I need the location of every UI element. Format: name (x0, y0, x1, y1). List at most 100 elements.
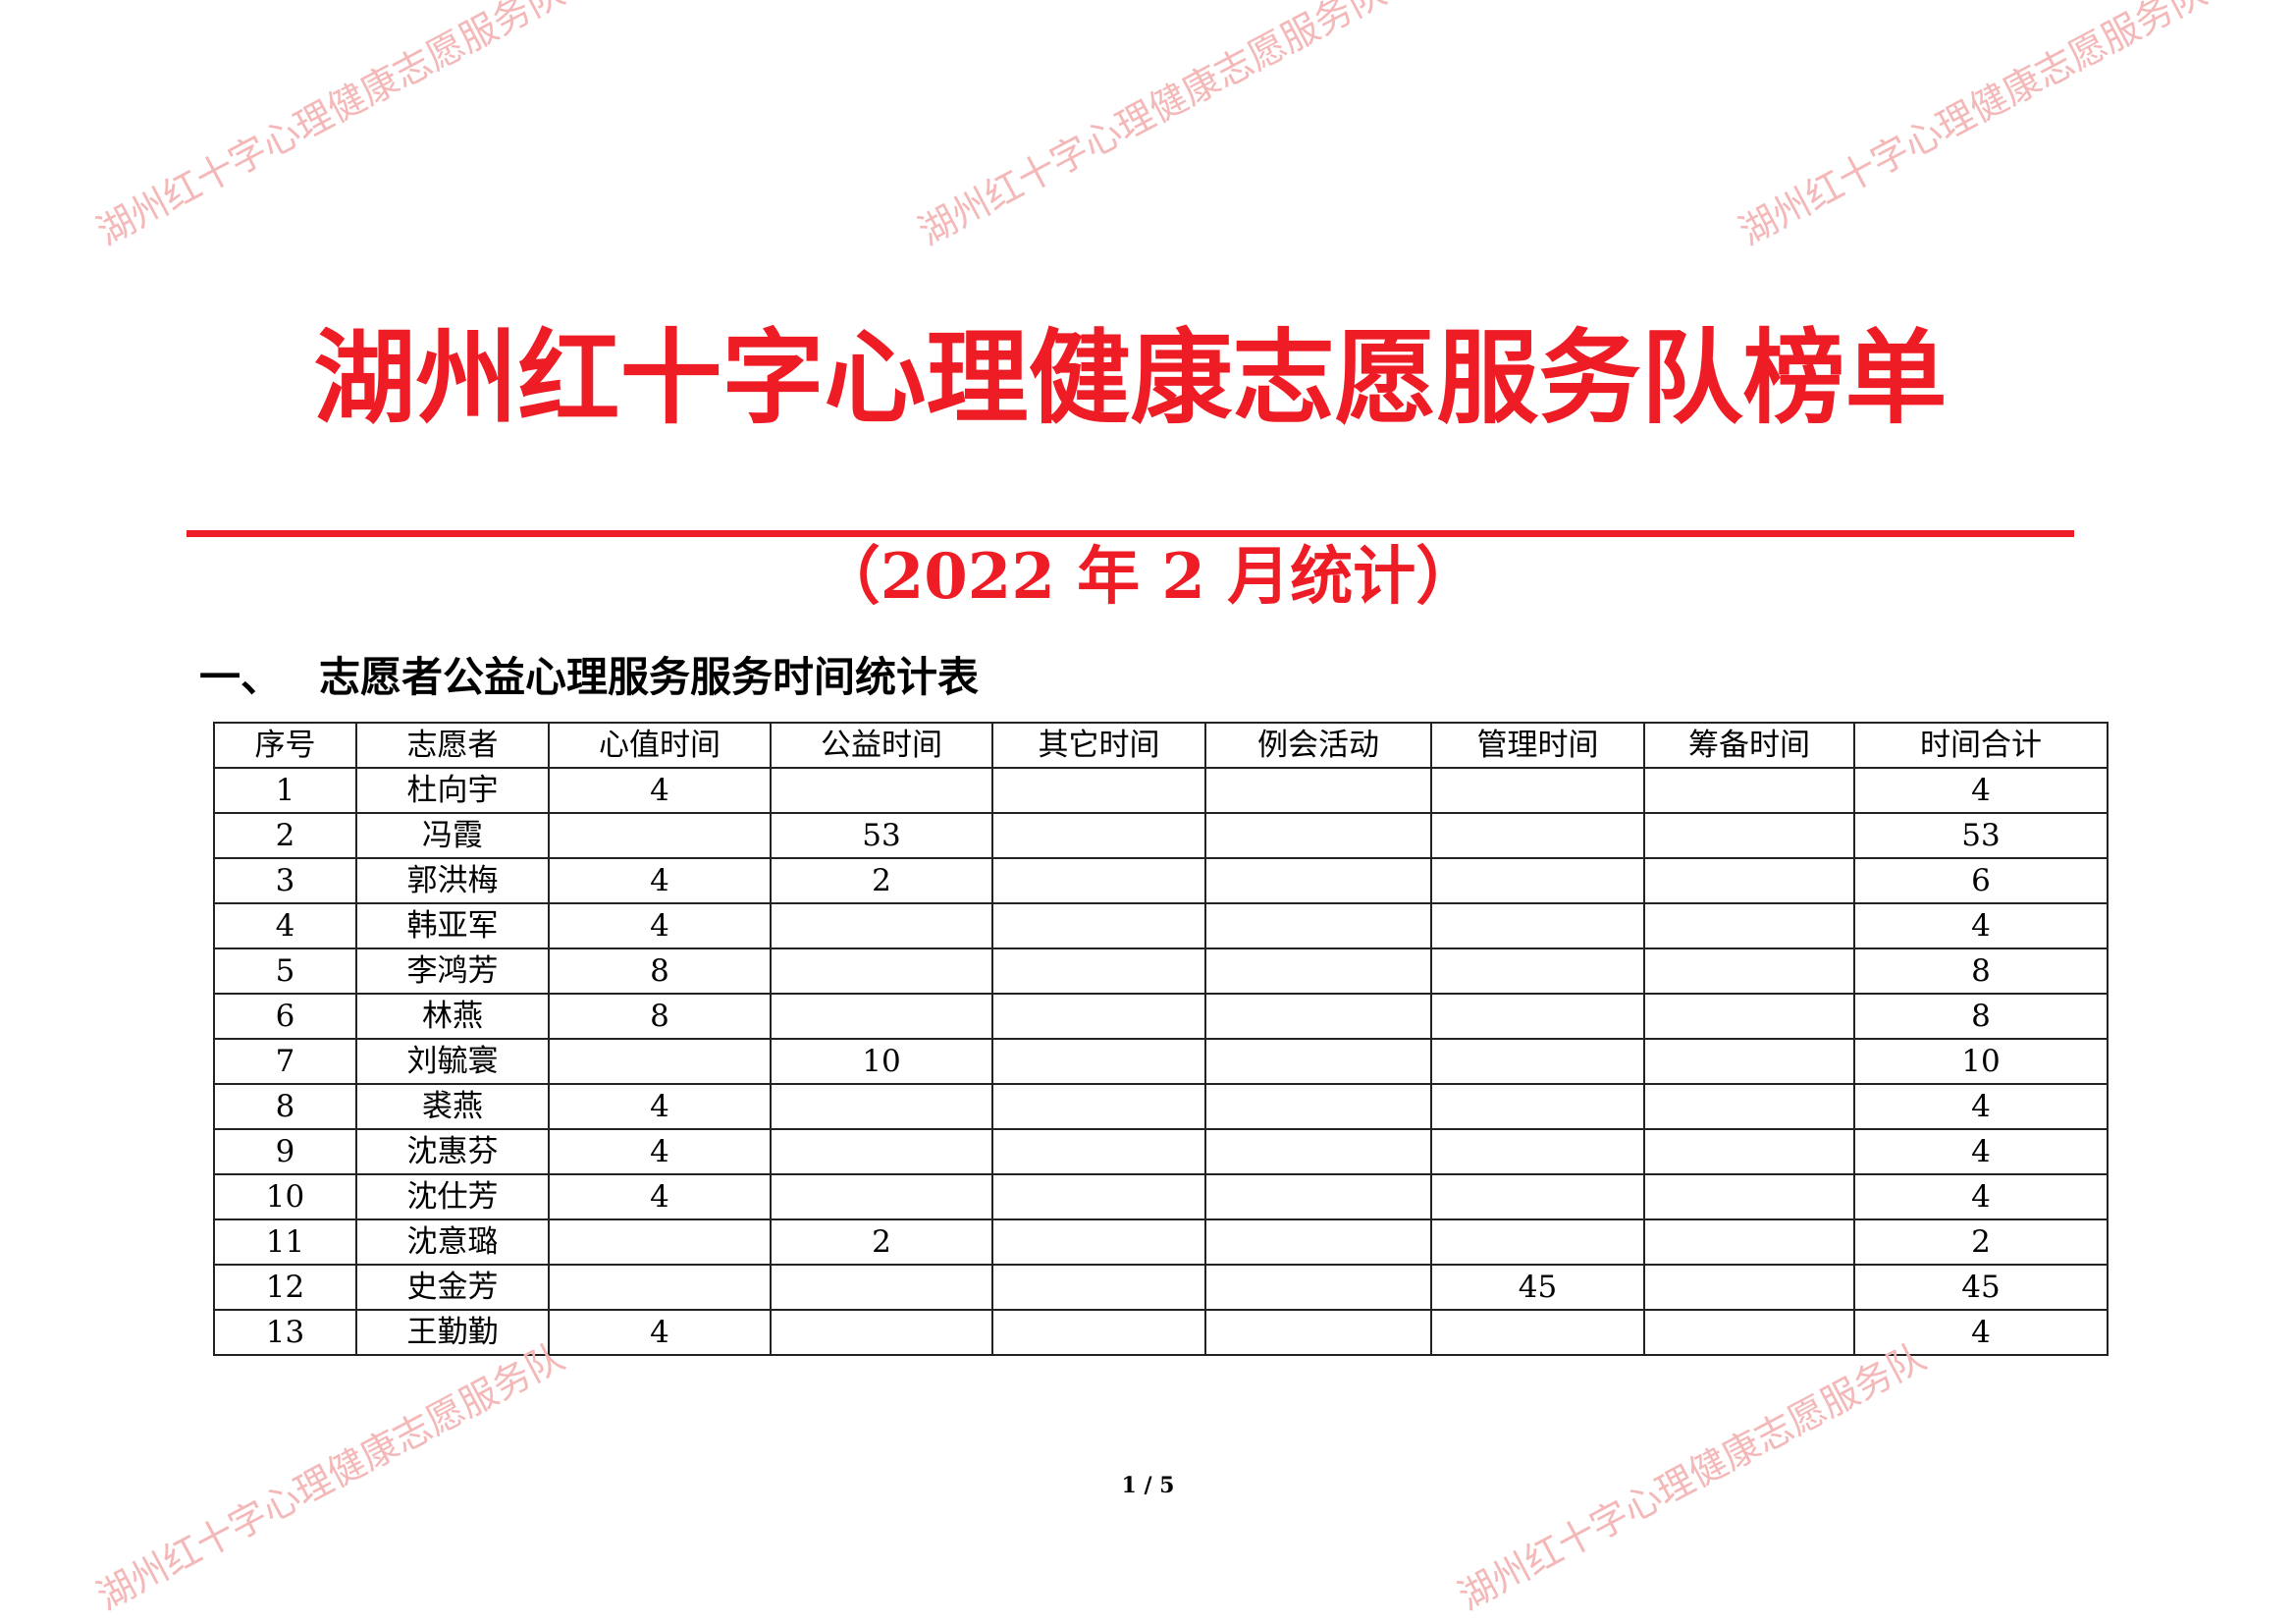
table-cell: 4 (1853, 1128, 2109, 1175)
table-cell (1643, 1173, 1855, 1220)
column-header: 管理时间 (1430, 722, 1645, 769)
page-title: 湖州红十字心理健康志愿服务队榜单 (187, 295, 2074, 461)
page-subtitle: （2022 年 2 月统计） (817, 540, 1479, 614)
table-cell: 3 (213, 857, 357, 904)
table-row: 8 裘燕 4 4 (213, 1083, 2109, 1130)
table-cell (1430, 1309, 1645, 1356)
table-cell (1643, 857, 1855, 904)
table-cell (1430, 947, 1645, 995)
table-cell: 5 (213, 947, 357, 995)
table-cell (1430, 1083, 1645, 1130)
table-cell: 王勤勤 (355, 1309, 550, 1356)
table-cell: 53 (770, 812, 993, 859)
table-cell: 刘毓寰 (355, 1038, 550, 1085)
table-row: 12 史金芳 45 45 (213, 1264, 2109, 1311)
table-cell (770, 1173, 993, 1220)
table-cell: 45 (1430, 1264, 1645, 1311)
table-cell: 1 (213, 767, 357, 814)
table-cell: 8 (548, 993, 772, 1040)
column-header: 序号 (213, 722, 357, 769)
table-cell: 8 (1853, 993, 2109, 1040)
table-cell (991, 767, 1206, 814)
table-cell (770, 902, 993, 949)
column-header: 公益时间 (770, 722, 993, 769)
table-cell: 2 (770, 1218, 993, 1266)
table-cell: 6 (213, 993, 357, 1040)
table-cell: 4 (548, 902, 772, 949)
table-cell (770, 1264, 993, 1311)
table-cell (1430, 812, 1645, 859)
table-cell: 裘燕 (355, 1083, 550, 1130)
table-cell (1204, 1083, 1432, 1130)
table-cell: 10 (770, 1038, 993, 1085)
table-cell: 7 (213, 1038, 357, 1085)
table-cell (991, 902, 1206, 949)
table-cell: 冯霞 (355, 812, 550, 859)
table-cell: 韩亚军 (355, 902, 550, 949)
column-header: 时间合计 (1853, 722, 2109, 769)
table-row: 13 王勤勤 4 4 (213, 1309, 2109, 1356)
table-cell (991, 1083, 1206, 1130)
table-cell (1643, 1218, 1855, 1266)
page-title-text: 湖州红十字心理健康志愿服务队榜单 (313, 318, 1948, 438)
table-row: 7 刘毓寰 10 10 (213, 1038, 2109, 1085)
table-cell (991, 1038, 1206, 1085)
table-cell: 4 (548, 1128, 772, 1175)
table-cell (1430, 1128, 1645, 1175)
table-cell: 11 (213, 1218, 357, 1266)
table-cell (1204, 857, 1432, 904)
column-header: 志愿者 (355, 722, 550, 769)
table-cell: 郭洪梅 (355, 857, 550, 904)
column-header: 其它时间 (991, 722, 1206, 769)
table-cell (1430, 1038, 1645, 1085)
table-header-row: 序号 志愿者 心值时间 公益时间 其它时间 例会活动 管理时间 筹备时间 时间合计 (213, 722, 2109, 769)
table-row: 9 沈惠芬 4 4 (213, 1128, 2109, 1175)
section-title: 志愿者公益心理服务服务时间统计表 (319, 653, 980, 701)
table-cell (1643, 1264, 1855, 1311)
table-cell (548, 1038, 772, 1085)
table-cell: 4 (1853, 767, 2109, 814)
table-cell: 4 (548, 857, 772, 904)
table-cell: 6 (1853, 857, 2109, 904)
column-header: 心值时间 (548, 722, 772, 769)
table-cell (1643, 767, 1855, 814)
table-cell (991, 1128, 1206, 1175)
table-cell (1430, 857, 1645, 904)
table-row: 1 杜向宇 4 4 (213, 767, 2109, 814)
table-cell (1430, 1173, 1645, 1220)
table-cell (1430, 767, 1645, 814)
table-cell (770, 767, 993, 814)
table-cell (770, 1309, 993, 1356)
table-cell (1430, 1218, 1645, 1266)
table-cell (1643, 1309, 1855, 1356)
table-row: 4 韩亚军 4 4 (213, 902, 2109, 949)
table-cell (991, 1218, 1206, 1266)
table-cell: 2 (213, 812, 357, 859)
table-cell (770, 1128, 993, 1175)
table-cell: 8 (548, 947, 772, 995)
table-cell (548, 1218, 772, 1266)
table-cell: 4 (1853, 902, 2109, 949)
table-cell (770, 1083, 993, 1130)
table-cell (1430, 993, 1645, 1040)
table-cell: 沈仕芳 (355, 1173, 550, 1220)
table-cell (770, 947, 993, 995)
table-cell (1643, 902, 1855, 949)
table-cell: 13 (213, 1309, 357, 1356)
table-cell: 4 (548, 1309, 772, 1356)
table-cell (1643, 1038, 1855, 1085)
table-cell: 4 (548, 767, 772, 814)
table-cell: 4 (548, 1173, 772, 1220)
table-cell (1643, 947, 1855, 995)
table-cell: 4 (1853, 1083, 2109, 1130)
table-cell (1204, 1038, 1432, 1085)
table-cell (1643, 1128, 1855, 1175)
table-cell: 12 (213, 1264, 357, 1311)
table-cell (991, 1309, 1206, 1356)
table-cell: 8 (213, 1083, 357, 1130)
table-cell: 杜向宇 (355, 767, 550, 814)
page-number: 1 / 5 (1121, 1473, 1175, 1498)
table-row: 5 李鸿芳 8 8 (213, 947, 2109, 995)
table-cell (1204, 947, 1432, 995)
section-heading: 一、 志愿者公益心理服务服务时间统计表 (199, 650, 979, 705)
